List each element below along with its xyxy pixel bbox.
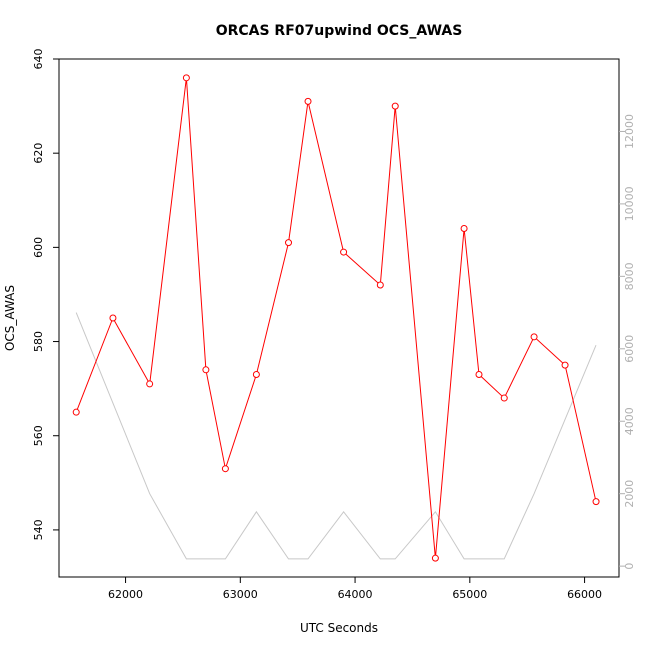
series-0-point-2 (146, 380, 154, 388)
series-0-point-14 (475, 371, 483, 379)
x-tick-label-2: 64000 (338, 588, 373, 601)
y-right-tick-label-3: 6000 (623, 335, 636, 363)
x-tick-label-4: 66000 (567, 588, 602, 601)
series-0-point-4 (202, 366, 210, 374)
x-tick-label-3: 65000 (452, 588, 487, 601)
x-tick-label-0: 62000 (108, 588, 143, 601)
x-axis-label: UTC Seconds (300, 621, 378, 635)
series-0-point-11 (391, 102, 399, 110)
y-tick-label-2: 580 (32, 331, 45, 352)
series-0-point-8 (304, 97, 312, 105)
y-right-tick-label-5: 10000 (623, 186, 636, 221)
plot-frame (58, 58, 620, 578)
series-0-point-15 (500, 394, 508, 402)
series-0-point-6 (252, 371, 260, 379)
y-right-tick-label-4: 8000 (623, 262, 636, 290)
y-tick-label-5: 640 (32, 49, 45, 70)
y-axis-label: OCS_AWAS (3, 285, 17, 351)
series-0-point-17 (561, 361, 569, 369)
series-0-point-7 (285, 239, 293, 247)
series-0-point-3 (182, 74, 190, 82)
y-right-tick-label-0: 0 (623, 563, 636, 570)
axes-layer: 62000 63000 64000 65000 66000 540 560 580 600 620… (32, 49, 636, 602)
series-0-point-1 (109, 314, 117, 322)
y-tick-label-0: 540 (32, 519, 45, 540)
y-right-tick-label-1: 2000 (623, 480, 636, 508)
y-right-tick-label-2: 4000 (623, 407, 636, 435)
series-0-point-18 (592, 498, 600, 506)
series-0-point-16 (530, 333, 538, 341)
left-axis-series-layer (72, 74, 600, 562)
series-0-point-5 (221, 465, 229, 473)
chart-title: ORCAS RF07upwind OCS_AWAS (216, 23, 463, 39)
series-0-point-10 (376, 281, 384, 289)
x-tick-label-1: 63000 (223, 588, 258, 601)
series-0-point-13 (460, 225, 468, 233)
series-0-point-12 (431, 554, 439, 562)
right-axis-series-layer (75, 312, 597, 560)
y-tick-label-1: 560 (32, 425, 45, 446)
series-0-point-0 (72, 408, 80, 416)
y-tick-label-4: 620 (32, 143, 45, 164)
series-1-line (75, 312, 597, 560)
y-tick-label-3: 600 (32, 237, 45, 258)
series-0-point-9 (340, 248, 348, 256)
y-right-tick-label-6: 12000 (623, 114, 636, 149)
